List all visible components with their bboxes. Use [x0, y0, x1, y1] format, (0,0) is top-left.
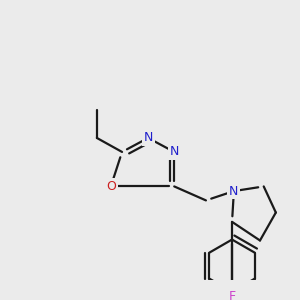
Text: F: F: [229, 290, 236, 300]
Text: O: O: [106, 180, 116, 193]
Text: N: N: [229, 184, 239, 198]
Text: N: N: [143, 131, 153, 145]
Text: N: N: [169, 146, 179, 158]
